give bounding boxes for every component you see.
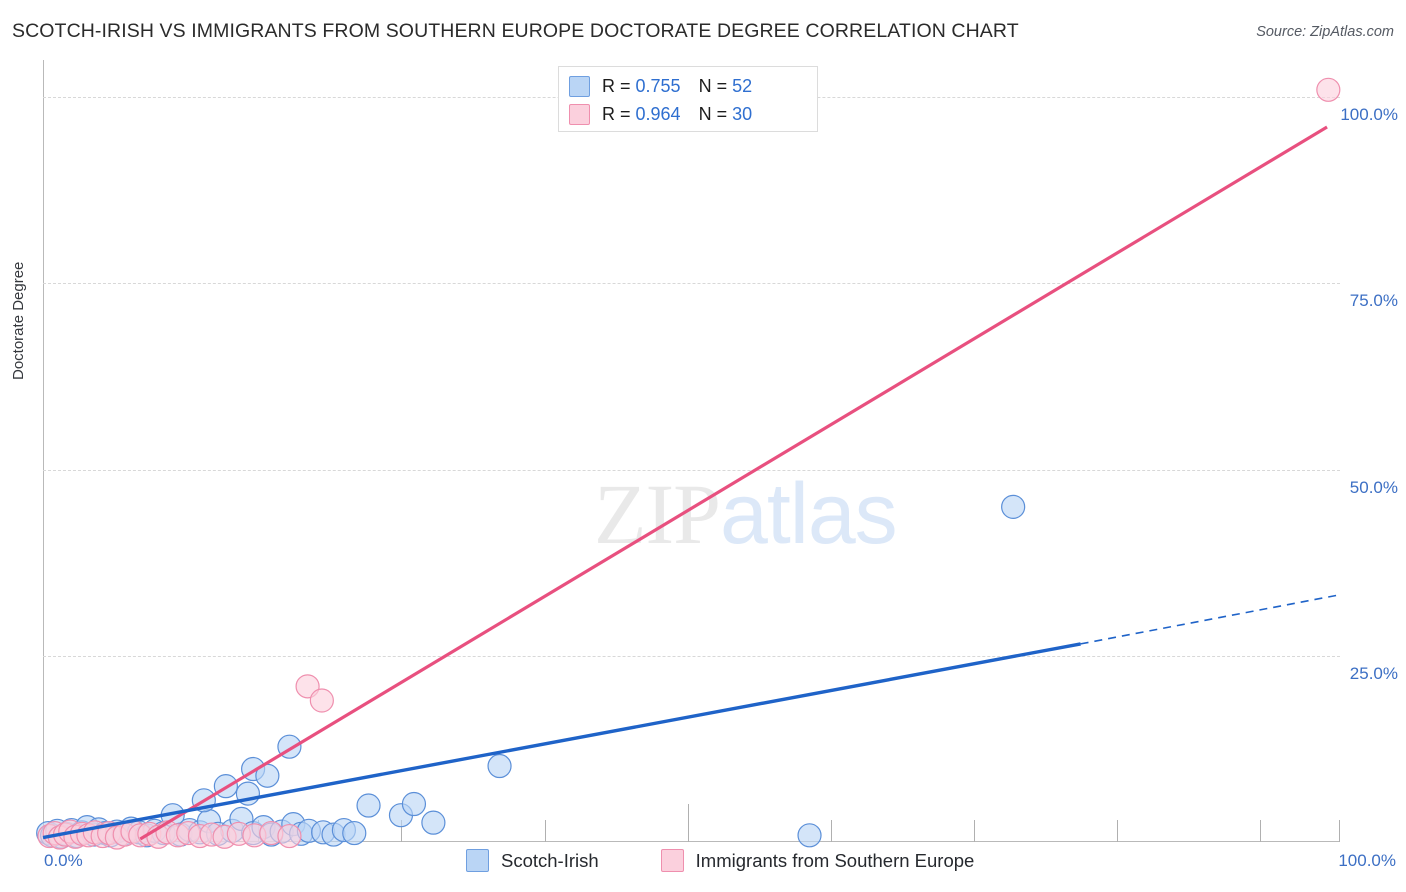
gridline-75: [43, 283, 1340, 285]
scatter-svg: [36, 77, 1341, 850]
x-tick-label-0: 0.0%: [44, 851, 83, 870]
plot-frame: [43, 60, 1340, 842]
data-point: [309, 688, 334, 713]
data-point: [1001, 494, 1026, 519]
n-label-pink: N =: [698, 103, 728, 124]
data-point: [797, 823, 822, 848]
x-axis-tick: [688, 804, 689, 842]
y-tick-label-50: 50.0%: [1349, 477, 1398, 497]
data-point: [277, 823, 302, 849]
series-legend: Scotch-Irish Immigrants from Southern Eu…: [466, 849, 974, 872]
gridline-50: [43, 469, 1340, 471]
source-attribution: Source: ZipAtlas.com: [1256, 24, 1394, 40]
n-label-blue: N =: [698, 75, 728, 96]
gridline-25: [43, 655, 1340, 657]
plot-area: ZIPatlas: [36, 60, 1341, 850]
page-title: SCOTCH-IRISH VS IMMIGRANTS FROM SOUTHERN…: [12, 20, 1019, 42]
legend-label-scotch-irish: Scotch-Irish: [501, 849, 599, 871]
correlation-stats-legend: R = 0.755 N = 52 R = 0.964 N = 30: [558, 66, 818, 132]
legend-swatch-southern-europe: [569, 103, 590, 125]
legend-item-scotch-irish[interactable]: Scotch-Irish: [466, 849, 599, 872]
y-tick-label-75: 75.0%: [1349, 291, 1398, 311]
legend-swatch-scotch-irish: [569, 75, 590, 97]
x-axis-tick: [1260, 820, 1261, 842]
x-axis-tick: [545, 820, 546, 842]
legend-color-southern-europe: [660, 849, 684, 872]
data-point: [356, 793, 381, 818]
x-axis-tick: [831, 820, 832, 842]
n-value-pink: 30: [732, 103, 753, 124]
trendline-scotch-irish: [42, 642, 1081, 840]
trendline-scotch-irish-extension: [1080, 593, 1341, 645]
r-label-pink: R =: [602, 103, 631, 124]
n-value-blue: 52: [732, 75, 753, 96]
x-axis-tick: [1117, 820, 1118, 842]
x-tick-label-100: 100.0%: [1338, 851, 1396, 870]
legend-color-scotch-irish: [466, 849, 489, 872]
r-value-blue: 0.755: [635, 75, 681, 96]
legend-item-southern-europe[interactable]: Immigrants from Southern Europe: [660, 849, 975, 872]
stat-row-scotch-irish: R = 0.755 N = 52: [569, 72, 807, 100]
stat-row-southern-europe: R = 0.964 N = 30: [569, 100, 807, 128]
y-tick-label-25: 25.0%: [1349, 663, 1398, 683]
r-label-blue: R =: [602, 75, 631, 96]
data-point: [421, 810, 446, 835]
data-point: [487, 753, 512, 779]
y-tick-label-100: 100.0%: [1340, 105, 1398, 125]
r-value-pink: 0.964: [635, 103, 681, 124]
x-axis-tick: [1339, 820, 1340, 842]
trendline-southern-europe: [139, 125, 1328, 841]
x-axis-tick: [974, 820, 975, 842]
x-axis-tick: [401, 820, 402, 842]
legend-label-southern-europe: Immigrants from Southern Europe: [695, 849, 975, 871]
data-point: [342, 820, 367, 846]
data-point: [401, 791, 427, 817]
y-axis-title: Doctorate Degree: [10, 261, 27, 380]
data-point: [1316, 77, 1341, 102]
